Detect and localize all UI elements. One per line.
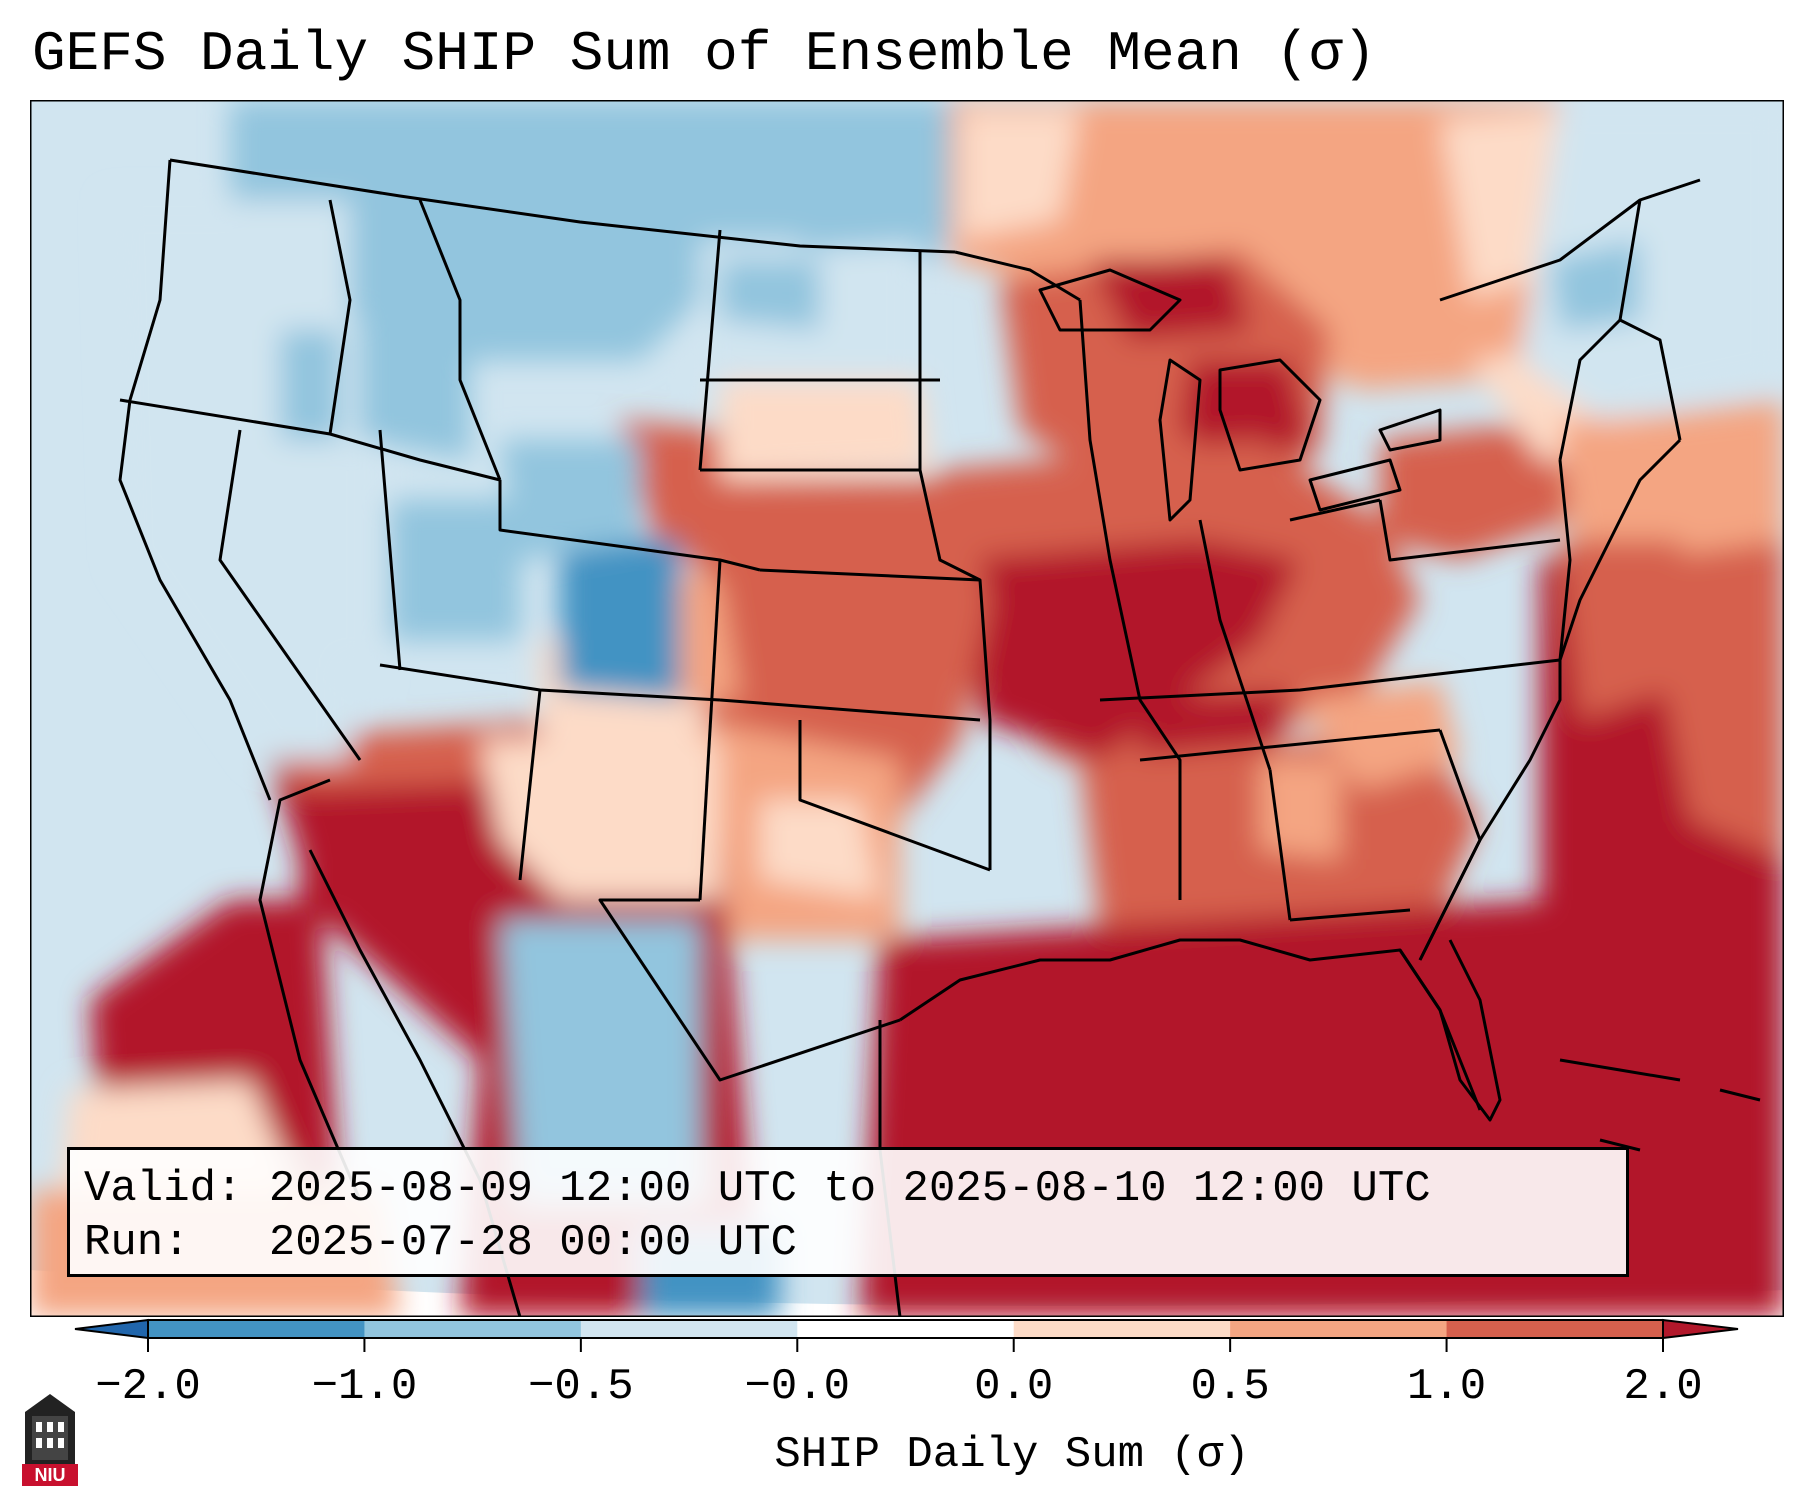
niu-logo-icon: NIU [22,1394,78,1486]
colorbar-segment [1230,1320,1448,1338]
colorbar-segment [1013,1320,1231,1338]
colorbar-tick-label: −2.0 [95,1362,201,1412]
islands [1559,1058,1761,1152]
valid-label: Valid: [84,1164,243,1214]
colorbar [74,1318,1739,1352]
colorbar-tick-label: 2.0 [1623,1362,1703,1412]
map-area [30,100,1784,1317]
colorbar-tick-label: −1.0 [311,1362,418,1412]
colorbar-label: SHIP Daily Sum (σ) [774,1430,1250,1480]
run-value: 2025-07-28 00:00 UTC [268,1218,797,1268]
boundaries [118,158,1701,1317]
colorbar-frame [147,1319,1664,1339]
colorbar-segment [148,1320,365,1338]
colorbar-segment [797,1320,1015,1338]
colorbar-segment [580,1320,798,1338]
chart-title: GEFS Daily SHIP Sum of Ensemble Mean (σ) [32,22,1377,86]
colorbar-tick-label: 0.0 [974,1362,1054,1412]
info-box: Valid: 2025-08-09 12:00 UTC to 2025-08-1… [67,1147,1629,1277]
anomaly-field [30,100,1784,1317]
valid-value: 2025-08-09 12:00 UTC to 2025-08-10 12:00… [268,1164,1431,1214]
colorbar-extend-high [1662,1318,1739,1340]
colorbar-extend-low [74,1318,149,1340]
colorbar-tick-label: −0.0 [744,1362,851,1412]
colorbar-tick-label: 0.5 [1190,1362,1270,1412]
niu-logo-text: NIU [35,1465,66,1485]
run-label: Run: [84,1218,190,1268]
colorbar-tick-label: −0.5 [528,1362,634,1412]
colorbar-segment [1446,1320,1664,1338]
colorbar-segment [364,1320,582,1338]
colorbar-tick-label: 1.0 [1406,1362,1487,1412]
